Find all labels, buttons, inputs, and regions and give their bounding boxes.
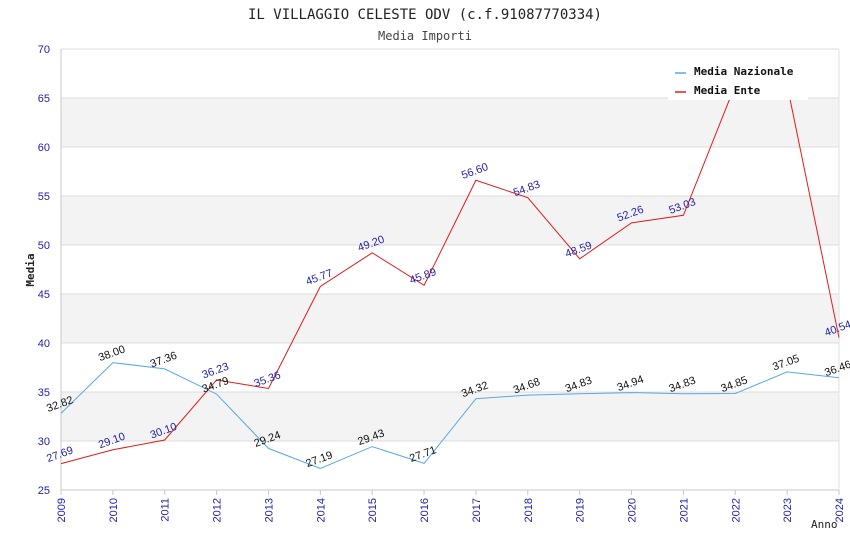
x-tick-label: 2011 [160,498,172,522]
x-axis-label: Anno [811,518,838,531]
y-tick-label: 30 [38,436,50,448]
data-label: 27.19 [304,449,334,470]
x-tick-label: 2020 [627,498,639,522]
legend: Media Nazionale Media Ente [668,58,808,100]
series-lines [60,84,840,470]
x-tick-label: 2010 [108,498,120,522]
grid-band [61,98,839,147]
x-tick-label: 2023 [782,498,794,522]
x-tick-label: 2012 [212,498,224,522]
x-tick-label: 2018 [523,498,535,522]
data-label: 27.71 [408,444,438,465]
legend-background [668,58,808,100]
data-label: 38.00 [97,343,127,364]
x-tick-label: 2016 [419,498,431,522]
x-tick-label: 2024 [834,498,846,522]
series-line-media-nazionale [60,362,840,470]
data-label: 34.94 [615,373,645,394]
y-tick-label: 60 [38,142,50,154]
legend-label-media-nazionale: Media Nazionale [694,65,794,78]
data-label: 45.77 [304,267,334,288]
grid-bands [61,98,839,441]
chart-title: IL VILLAGGIO CELESTE ODV (c.f.9108777033… [248,7,602,23]
y-tick-label: 50 [38,240,50,252]
x-tick-label: 2017 [471,498,483,522]
y-tick-label: 40 [38,338,50,350]
y-tick-label: 55 [38,191,50,203]
data-label: 45.89 [408,266,438,287]
x-tick-label: 2021 [678,498,690,522]
data-label: 37.36 [149,350,179,371]
y-tick-label: 70 [38,44,50,56]
y-tick-label: 65 [38,93,50,105]
axes [60,49,840,495]
grid-band [61,196,839,245]
x-tick-label: 2014 [315,498,327,522]
x-tick-label: 2015 [367,498,379,522]
x-tick-labels: 2009 2010 2011 2012 2013 2014 2015 2016 2017 2018… [56,498,846,522]
x-tick-label: 2009 [56,498,68,522]
x-tick-label: 2019 [575,498,587,522]
data-label: 36.46 [823,359,850,380]
data-label: 37.05 [771,353,801,374]
grid-band [61,392,839,441]
x-tick-label: 2013 [263,498,275,522]
y-tick-label: 45 [38,289,50,301]
grid-band [61,294,839,343]
chart-subtitle: Media Importi [378,29,472,43]
x-tick-label: 2022 [730,498,742,522]
series-line-media-ente [60,84,840,465]
y-tick-label: 25 [38,485,50,497]
y-tick-labels: 25 30 35 40 45 50 55 60 65 70 [38,44,50,497]
y-tick-label: 35 [38,387,50,399]
data-label: 35.36 [252,369,282,390]
legend-label-media-ente: Media Ente [694,84,761,97]
y-axis-label: Media [24,253,37,286]
data-label: 56.60 [460,161,490,182]
